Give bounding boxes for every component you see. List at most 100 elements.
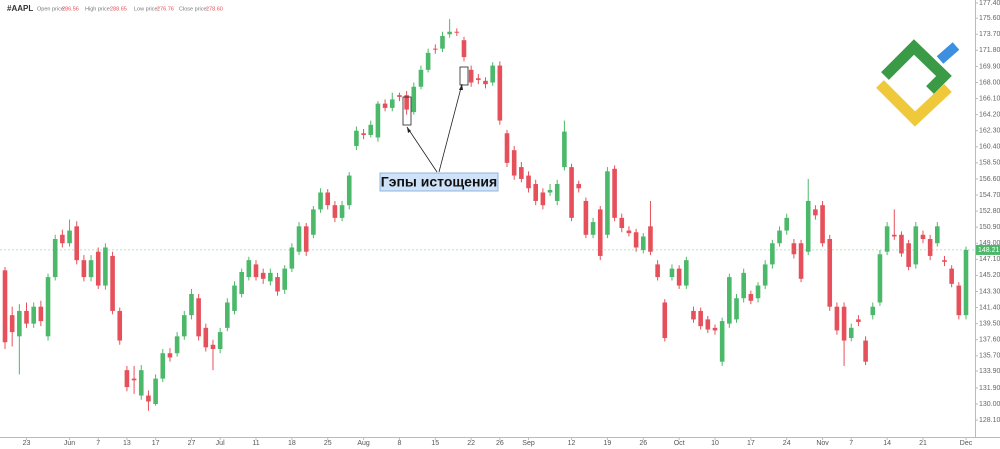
candle-body: [232, 285, 237, 311]
y-tick-label: 137.60: [979, 337, 1000, 344]
logo: [876, 39, 960, 127]
candle-body: [497, 65, 503, 121]
symbol: #AAPL: [7, 4, 33, 13]
x-tick-label: Oct: [674, 440, 685, 447]
candle-body: [203, 327, 209, 348]
candle-body: [504, 133, 510, 163]
candle-body: [848, 327, 854, 339]
y-tick-label: 133.90: [979, 368, 1000, 375]
x-tick-label: 15: [431, 440, 439, 447]
candle-body: [375, 103, 381, 138]
candle-body: [748, 294, 754, 301]
candle-body: [526, 175, 531, 189]
candle-body: [920, 234, 926, 240]
candle-body: [906, 243, 911, 267]
candle-body: [705, 319, 711, 330]
candle-body: [31, 306, 36, 324]
candle-body: [698, 310, 703, 327]
candle-body: [181, 315, 187, 337]
x-tick-label: Jun: [64, 440, 75, 447]
candle-body: [655, 264, 660, 278]
candle-body: [927, 239, 933, 256]
y-tick-label: 160.40: [979, 144, 1000, 151]
candle-body: [9, 315, 15, 333]
candle-body: [820, 205, 825, 244]
candle-body: [511, 150, 517, 176]
x-tick-label: 27: [188, 440, 196, 447]
candle-body: [684, 260, 689, 286]
candle-body: [856, 319, 861, 322]
candle-body: [454, 31, 460, 33]
candle-body: [863, 340, 868, 362]
candle-body: [389, 99, 395, 108]
field-value: 286.56: [62, 6, 79, 12]
candle-body: [45, 277, 51, 337]
y-tick-label: 128.10: [979, 417, 1000, 424]
candle-body: [877, 254, 883, 303]
candle-body: [24, 310, 29, 324]
x-tick-label: 23: [23, 440, 31, 447]
y-tick-label: 143.30: [979, 288, 1000, 295]
plot-area: [2, 19, 969, 411]
candle-body: [719, 321, 725, 362]
x-tick-label: 8: [397, 440, 401, 447]
candle-body: [368, 124, 374, 135]
x-tick-label: 18: [288, 440, 296, 447]
candle-body: [734, 298, 739, 320]
candle-body: [770, 243, 775, 265]
y-tick-label: 141.40: [979, 304, 1000, 311]
candle-body: [576, 184, 582, 189]
candle-body: [447, 31, 452, 35]
candle-body: [798, 243, 804, 279]
candle-body: [382, 103, 388, 108]
candle-body: [935, 226, 940, 244]
candle-body: [519, 167, 524, 179]
candle-body: [813, 209, 818, 216]
candle-body: [268, 272, 273, 282]
candle-body: [949, 268, 954, 284]
y-tick-label: 135.70: [979, 353, 1000, 360]
candle-body: [289, 247, 295, 269]
x-tick-label: 26: [639, 440, 647, 447]
candle-body: [963, 249, 969, 316]
annotation: Гэпы истощения: [381, 174, 497, 190]
candle-body: [669, 268, 675, 278]
candle-body: [483, 80, 488, 85]
candle-body: [303, 226, 309, 252]
x-tick-label: Sep: [522, 440, 535, 447]
candle-body: [755, 285, 761, 299]
x-tick-label: 10: [711, 440, 719, 447]
candle-body: [547, 189, 553, 193]
candle-body: [189, 294, 194, 316]
candle-body: [131, 378, 137, 381]
field-label: Low price:: [134, 6, 160, 12]
y-tick-label: 149.00: [979, 240, 1000, 247]
candle-body: [246, 260, 252, 278]
candle-body: [899, 234, 904, 254]
gap-annotation: Гэпы истощения: [379, 66, 499, 192]
candle-body: [741, 272, 746, 299]
candle-body: [633, 232, 639, 248]
candle-body: [841, 306, 847, 341]
y-tick-label: 131.90: [979, 385, 1000, 392]
candle-body: [884, 226, 890, 252]
candle-body: [404, 95, 409, 110]
candle-body: [38, 306, 44, 322]
x-tick-label: 11: [252, 440, 259, 447]
y-tick-label: 158.50: [979, 160, 1000, 167]
candle-body: [397, 95, 402, 97]
candle-body: [318, 192, 323, 210]
candle-body: [196, 298, 201, 337]
candle-body: [834, 306, 840, 331]
candle-body: [425, 52, 431, 70]
x-tick-label: 21: [919, 440, 927, 447]
candle-body: [827, 239, 833, 307]
candle-body: [777, 230, 782, 244]
y-tick-label: 175.60: [979, 15, 1000, 22]
field-label: Close price:: [179, 6, 209, 12]
candle-body: [225, 302, 230, 328]
candle-body: [418, 69, 424, 87]
candle-body: [640, 236, 646, 251]
candle-body: [260, 272, 266, 279]
